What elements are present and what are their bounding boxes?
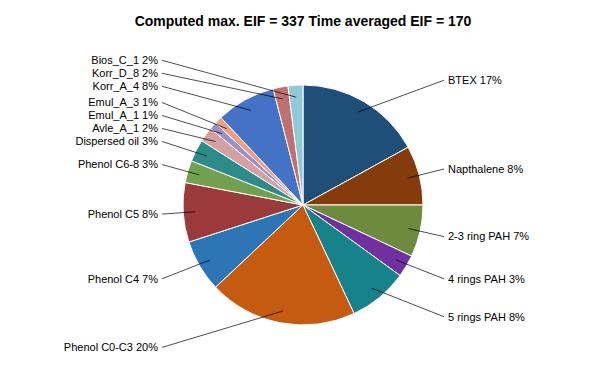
leader-line — [162, 115, 222, 133]
slice-label: Bios_C_1 2% — [91, 54, 158, 66]
slice-label: 2-3 ring PAH 7% — [448, 230, 529, 242]
slice-label: Korr_A_4 8% — [93, 80, 159, 92]
leader-line — [162, 102, 227, 128]
slice-label: Phenol C6-8 3% — [78, 158, 158, 170]
leader-line — [162, 260, 210, 279]
slice-label: BTEX 17% — [448, 74, 502, 86]
leader-line — [358, 80, 444, 112]
labels: BTEX 17% Napthalene 8% 2-3 ring PAH 7% 4 ri… — [64, 54, 530, 353]
slice-label: Emul_A_3 1% — [88, 96, 158, 108]
slice-label: Phenol C5 8% — [88, 208, 159, 220]
slice-label: Napthalene 8% — [448, 163, 523, 175]
slice-label: Avle_A_1 2% — [92, 122, 158, 134]
slice-label: Phenol C4 7% — [88, 273, 159, 285]
leader-line — [162, 86, 251, 110]
slice-label: 4 rings PAH 3% — [448, 273, 525, 285]
slice-label: Dispersed oil 3% — [75, 135, 158, 147]
leader-line — [162, 165, 199, 175]
leader-line — [162, 141, 207, 155]
leader-line — [162, 311, 283, 347]
leader-line — [162, 212, 195, 214]
slice — [273, 86, 303, 205]
title: Computed max. EIF = 337 Time averaged EI… — [135, 13, 472, 29]
leader-line — [408, 229, 444, 237]
slice-label: Phenol C0-C3 20% — [64, 341, 158, 353]
slice-label: Emul_A_1 1% — [88, 109, 158, 121]
slice — [303, 147, 423, 205]
slice — [288, 85, 303, 205]
leader-lines — [162, 60, 444, 347]
leader-line — [162, 128, 216, 141]
slice-label: 5 rings PAH 8% — [448, 311, 525, 323]
leader-line — [408, 169, 444, 178]
slice-label: Korr_D_8 2% — [92, 67, 158, 79]
chart: Computed max. EIF = 337 Time averaged EI… — [0, 0, 606, 367]
pie — [183, 85, 423, 325]
leader-line — [162, 60, 296, 97]
leader-line — [396, 260, 444, 279]
leader-line — [372, 288, 444, 317]
